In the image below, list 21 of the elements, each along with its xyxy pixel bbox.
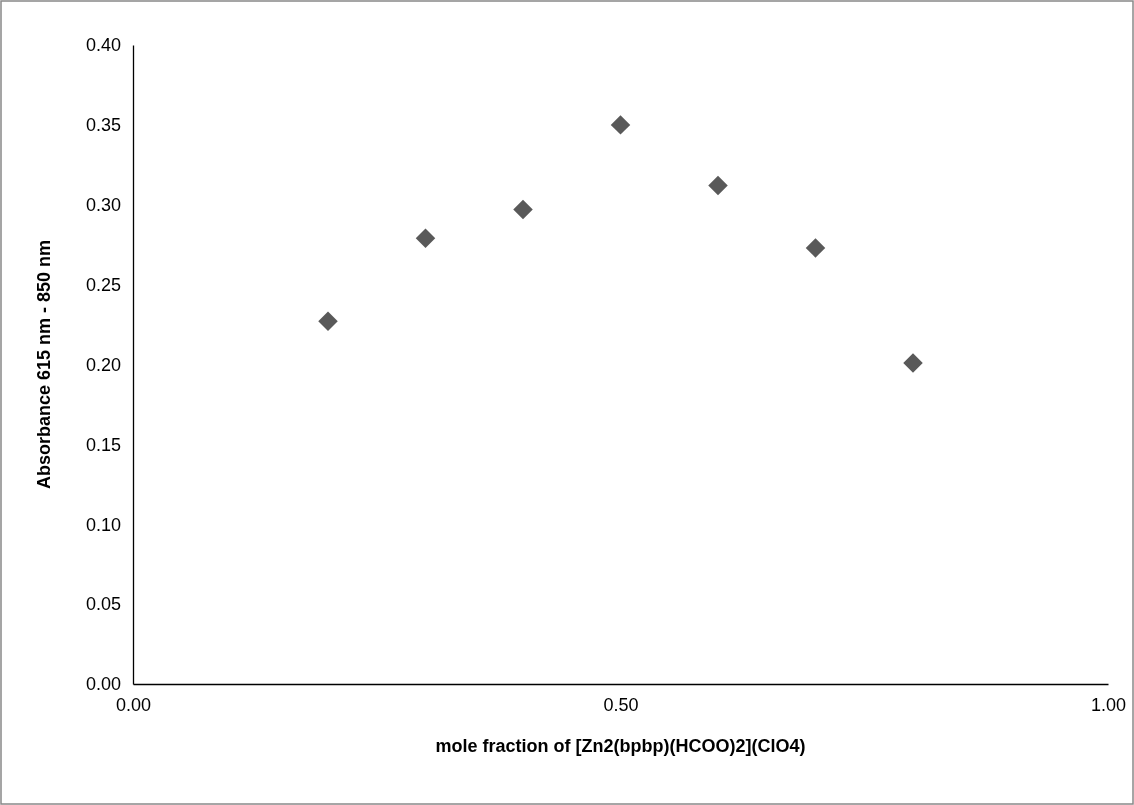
x-tick-label: 0.50 xyxy=(603,694,639,715)
x-tick-label: 0.00 xyxy=(115,694,152,715)
point xyxy=(513,199,533,220)
x-tick-label: 1.00 xyxy=(1090,694,1127,715)
point xyxy=(318,311,338,332)
y-tick-label: 0.10 xyxy=(85,514,121,535)
y-tick-label: 0.15 xyxy=(85,434,121,455)
point xyxy=(610,115,631,135)
y-tick-label: 0.05 xyxy=(85,594,121,615)
y-tick-label: 0.30 xyxy=(85,195,121,216)
y-tick-label: 0.00 xyxy=(85,674,121,695)
x-axis-title: mole fraction of [Zn2(bpbp)(HCOO)2](ClO4) xyxy=(435,736,806,756)
point xyxy=(708,175,728,196)
y-axis-title: Absorbance 615 nm - 850 nm xyxy=(34,239,54,490)
y-tick-label: 0.40 xyxy=(85,35,121,56)
point xyxy=(903,353,923,373)
y-tick-label: 0.25 xyxy=(85,274,121,295)
point xyxy=(805,238,826,258)
y-tick-label: 0.35 xyxy=(85,115,121,136)
point xyxy=(415,228,436,249)
y-tick-label: 0.20 xyxy=(85,354,121,375)
